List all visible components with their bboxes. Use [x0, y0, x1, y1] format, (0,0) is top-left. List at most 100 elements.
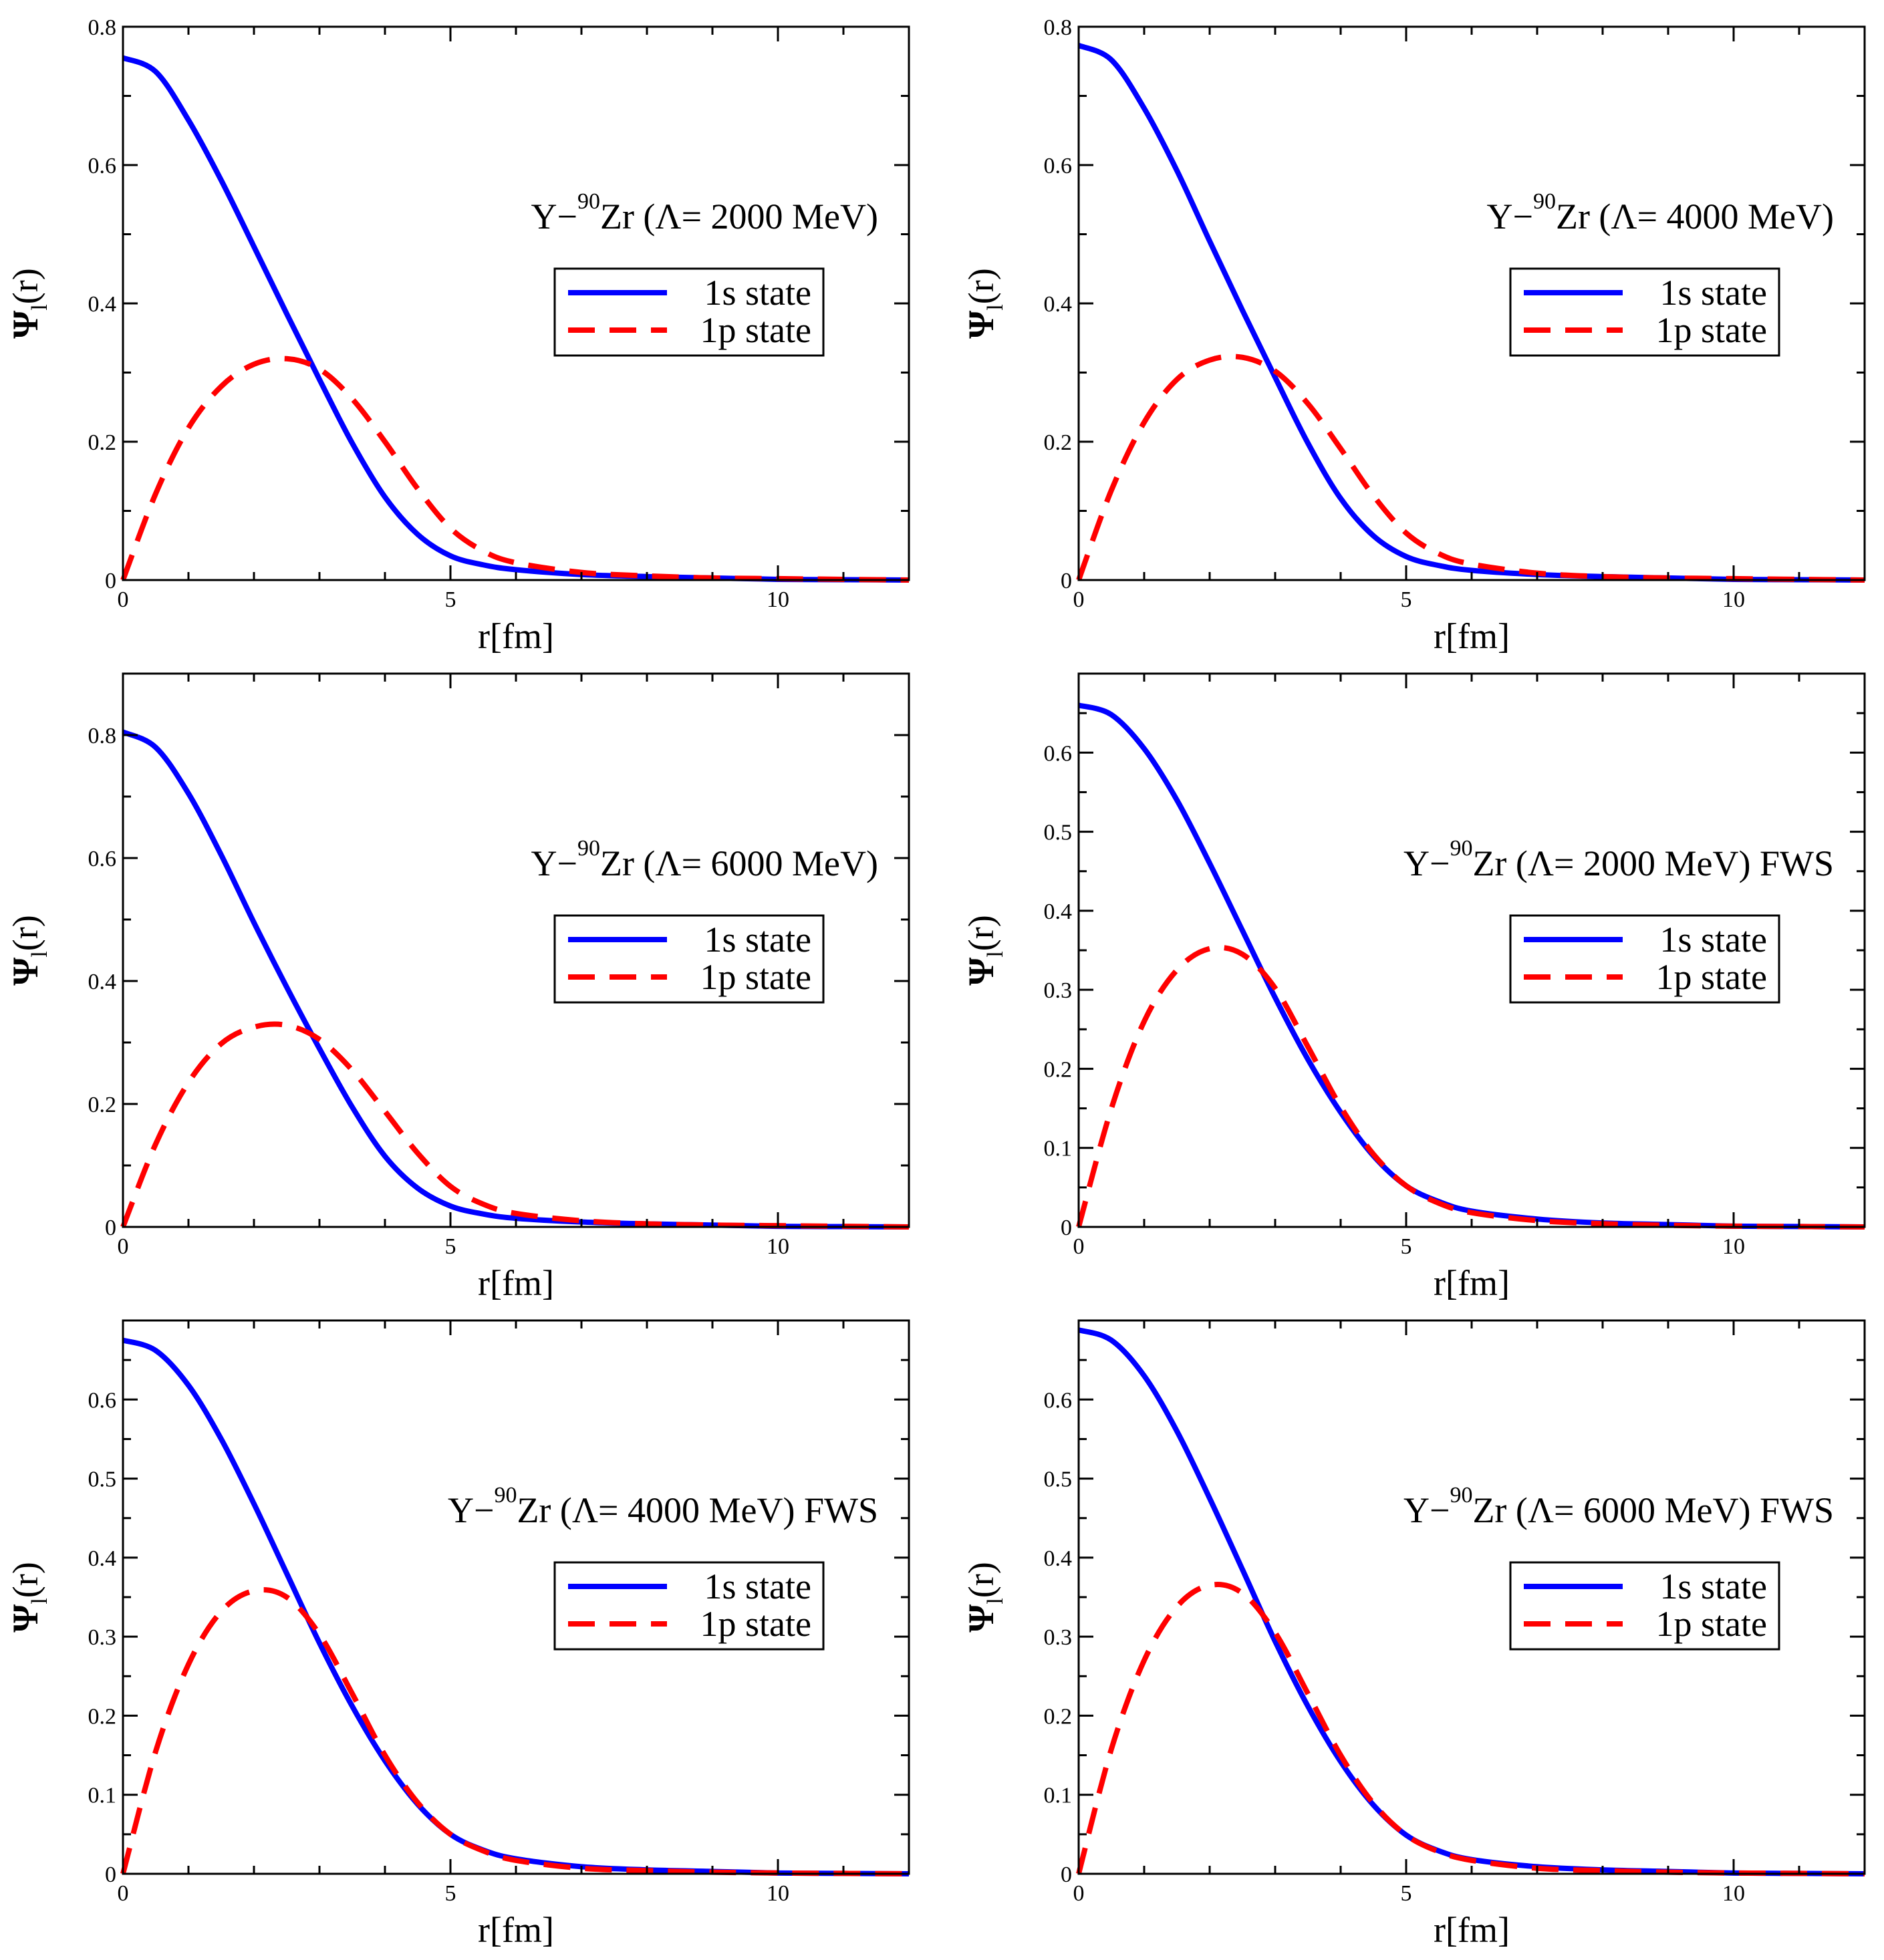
annotation-prefix: Y− — [1487, 196, 1533, 237]
y-axis-label-symbol: Ψ — [5, 1604, 45, 1633]
annotation-suffix: Zr (Λ= 4000 MeV) FWS — [517, 1490, 878, 1530]
y-tick-label: 0.4 — [88, 970, 117, 994]
x-axis-label: r[fm] — [1434, 1910, 1510, 1950]
y-axis-label-tail: (r) — [961, 268, 1001, 304]
annotation-prefix: Y− — [448, 1490, 494, 1530]
legend-box — [1509, 267, 1780, 357]
y-tick-label: 0.3 — [1044, 1625, 1073, 1650]
chart-panel-3: 0 5 10 0 0.2 0.4 0.6 0.8 r[fm] Ψl(r) Y−90Zr (Λ= 60… — [5, 672, 910, 1303]
y-tick-label: 0 — [105, 569, 116, 593]
y-tick-label: 0.2 — [88, 430, 117, 455]
x-tick-label: 0 — [118, 1881, 129, 1906]
x-tick-label: 10 — [767, 587, 789, 612]
x-tick-label: 10 — [1722, 1234, 1745, 1259]
legend-label-1s: 1s state — [1660, 1566, 1767, 1606]
panel-annotation: Y−90Zr (Λ= 6000 MeV) FWS — [1403, 1483, 1834, 1530]
y-axis-label-symbol: Ψ — [5, 311, 45, 339]
y-tick-label: 0.4 — [88, 1546, 117, 1571]
y-tick-label: 0.6 — [1044, 154, 1073, 178]
y-tick-label: 0.2 — [1044, 1704, 1073, 1729]
chart-panel-6: 0 5 10 0 0.1 0.2 0.3 0.4 0.5 0.6 r[fm] Ψl(r) Y−90Zr … — [961, 1319, 1866, 1950]
y-tick-label: 0.4 — [1044, 1546, 1073, 1571]
y-axis-label-symbol: Ψ — [961, 1604, 1001, 1633]
y-tick-label: 0.6 — [88, 154, 117, 178]
annotation-superscript: 90 — [577, 836, 600, 861]
y-tick-label: 0.8 — [88, 15, 117, 40]
y-axis-label-tail: (r) — [5, 268, 45, 304]
annotation-suffix: Zr (Λ= 2000 MeV) — [600, 196, 878, 237]
annotation-prefix: Y− — [1403, 843, 1450, 883]
y-axis-label: Ψl(r) — [5, 268, 52, 339]
annotation-superscript: 90 — [1450, 836, 1472, 861]
x-tick-label: 5 — [445, 1234, 456, 1259]
series-line-1p — [120, 1021, 910, 1230]
annotation-suffix: Zr (Λ= 6000 MeV) — [600, 843, 878, 883]
legend-box — [553, 1561, 825, 1651]
y-axis-label-symbol: Ψ — [5, 958, 45, 986]
y-tick-label: 0.5 — [88, 1467, 117, 1492]
x-axis-label: r[fm] — [1434, 616, 1510, 656]
y-tick-label: 0 — [1061, 1862, 1072, 1887]
x-axis-label: r[fm] — [478, 616, 554, 656]
x-tick-label: 0 — [118, 1234, 129, 1259]
y-axis-label-tail: (r) — [961, 1562, 1001, 1598]
y-tick-label: 0.6 — [1044, 1388, 1073, 1413]
x-tick-label: 5 — [445, 1881, 456, 1906]
legend-box — [1509, 914, 1780, 1004]
legend-label-1s: 1s state — [704, 920, 811, 960]
annotation-prefix: Y− — [1403, 1490, 1450, 1530]
y-tick-label: 0.1 — [1044, 1784, 1073, 1808]
x-tick-label: 10 — [767, 1881, 789, 1906]
y-tick-label: 0.5 — [1044, 821, 1073, 845]
annotation-superscript: 90 — [494, 1483, 517, 1508]
legend-label-1p: 1p state — [1656, 1604, 1767, 1644]
x-tick-label: 5 — [1401, 1234, 1412, 1259]
legend-label-1p: 1p state — [700, 1604, 811, 1644]
y-tick-label: 0.2 — [1044, 430, 1073, 455]
annotation-suffix: Zr (Λ= 2000 MeV) FWS — [1472, 843, 1834, 883]
y-axis-label: Ψl(r) — [961, 268, 1008, 339]
x-tick-label: 10 — [767, 1234, 789, 1259]
legend-label-1s: 1s state — [704, 1566, 811, 1606]
y-tick-label: 0.6 — [88, 847, 117, 871]
chart-panel-5: 0 5 10 0 0.1 0.2 0.3 0.4 0.5 0.6 r[fm] Ψl(r) Y−90Zr … — [5, 1319, 910, 1950]
x-tick-label: 0 — [1073, 1234, 1085, 1259]
y-axis-label-symbol: Ψ — [961, 311, 1001, 339]
annotation-suffix: Zr (Λ= 4000 MeV) — [1556, 196, 1834, 237]
y-tick-label: 0.6 — [88, 1388, 117, 1413]
x-axis-label: r[fm] — [478, 1910, 554, 1950]
annotation-prefix: Y− — [531, 196, 577, 237]
y-axis-label-subscript: l — [27, 1598, 52, 1604]
y-tick-label: 0.2 — [88, 1093, 117, 1117]
chart-panel-1: 0 5 10 0 0.2 0.4 0.6 0.8 r[fm] Ψl(r) Y−90Zr (Λ= 20… — [5, 15, 910, 656]
legend-box — [1509, 1561, 1780, 1651]
y-axis-label-subscript: l — [983, 1598, 1008, 1604]
panel-annotation: Y−90Zr (Λ= 4000 MeV) — [1487, 189, 1834, 237]
y-tick-label: 0.2 — [1044, 1057, 1073, 1082]
legend-label-1p: 1p state — [1656, 310, 1767, 350]
y-tick-label: 0.4 — [1044, 899, 1073, 924]
y-axis-label: Ψl(r) — [5, 1562, 52, 1633]
panel-annotation: Y−90Zr (Λ= 6000 MeV) — [531, 836, 878, 883]
y-axis-label-subscript: l — [27, 304, 52, 310]
annotation-superscript: 90 — [1533, 189, 1556, 214]
y-axis-label: Ψl(r) — [961, 1562, 1008, 1633]
y-tick-label: 0.8 — [1044, 15, 1073, 40]
legend-label-1s: 1s state — [1660, 920, 1767, 960]
x-tick-label: 0 — [1073, 587, 1085, 612]
y-axis-label-symbol: Ψ — [961, 958, 1001, 986]
y-tick-label: 0.4 — [1044, 292, 1073, 317]
chart-panel-4: 0 5 10 0 0.1 0.2 0.3 0.4 0.5 0.6 r[fm] Ψl(r) Y−90Zr … — [961, 672, 1866, 1303]
legend-label-1p: 1p state — [1656, 957, 1767, 997]
x-tick-label: 5 — [1401, 587, 1412, 612]
chart-panel-2: 0 5 10 0 0.2 0.4 0.6 0.8 r[fm] Ψl(r) Y−90Zr (Λ= 40… — [961, 15, 1866, 656]
series-line-1p — [1076, 354, 1865, 583]
y-tick-label: 0 — [105, 1862, 116, 1887]
y-axis-label-subscript: l — [983, 304, 1008, 310]
y-tick-label: 0 — [1061, 1216, 1072, 1240]
